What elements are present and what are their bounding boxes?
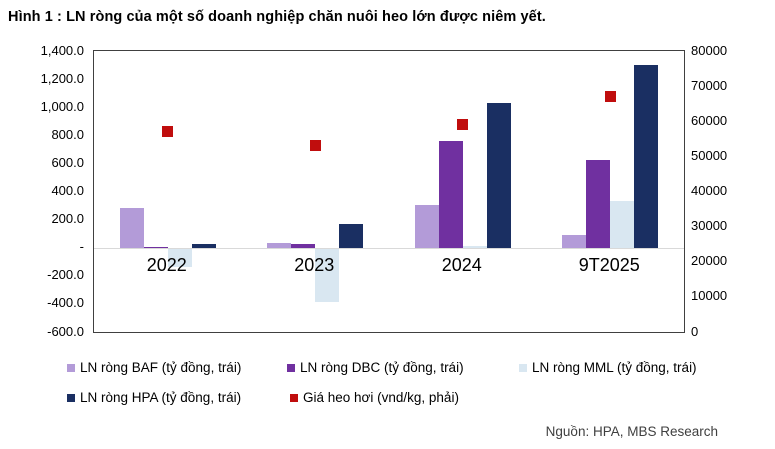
legend-item-hpa: LN ròng HPA (tỷ đồng, trái) <box>67 390 241 406</box>
plot-area <box>93 50 685 333</box>
bar-mml-9T2025 <box>610 201 635 248</box>
legend-item-mml: LN ròng MML (tỷ đồng, trái) <box>519 360 697 376</box>
legend-label-baf: LN ròng BAF (tỷ đồng, trái) <box>80 360 242 375</box>
left-axis-tick: -600.0 <box>47 323 84 339</box>
left-axis-tick: 600.0 <box>51 154 84 170</box>
left-axis-tick: 1,200.0 <box>40 70 84 86</box>
point-gia-heo-hoi-2024 <box>457 119 469 131</box>
legend-label-gia-heo-hoi: Giá heo hơi (vnd/kg, phải) <box>303 390 459 405</box>
bar-hpa-9T2025 <box>634 65 659 248</box>
bar-baf-9T2025 <box>562 235 587 248</box>
right-axis-tick: 80000 <box>691 42 728 58</box>
left-axis-tick: -200.0 <box>47 267 84 283</box>
bar-baf-2022 <box>119 208 144 248</box>
bar-dbc-2024 <box>438 140 463 248</box>
bar-mml-2023 <box>315 248 340 303</box>
right-axis: 80000 70000 60000 50000 40000 30000 20000 10000… <box>691 0 771 449</box>
legend-swatch-gia-heo-hoi <box>290 394 298 402</box>
legend-label-dbc: LN ròng DBC (tỷ đồng, trái) <box>300 360 464 375</box>
bar-hpa-2022 <box>191 244 216 248</box>
bar-hpa-2023 <box>339 223 364 248</box>
left-axis-tick: -400.0 <box>47 295 84 311</box>
left-axis: 1,400.0 1,200.0 1,000.0 800.0 600.0 400.0 200.… <box>0 0 84 449</box>
right-axis-tick: 60000 <box>691 112 728 128</box>
right-axis-tick: 20000 <box>691 253 728 269</box>
legend-swatch-dbc <box>287 364 295 372</box>
point-gia-heo-hoi-9T2025 <box>604 91 616 103</box>
left-axis-tick: 200.0 <box>51 211 84 227</box>
bar-baf-2024 <box>414 204 439 248</box>
legend-item-dbc: LN ròng DBC (tỷ đồng, trái) <box>287 360 464 376</box>
source-note: Nguồn: HPA, MBS Research <box>545 424 718 439</box>
zero-gridline <box>94 248 684 249</box>
right-axis-tick: 40000 <box>691 183 728 198</box>
right-axis-tick: 70000 <box>691 77 728 93</box>
x-axis-label-2024: 2024 <box>441 254 482 275</box>
bar-mml-2022 <box>167 248 192 267</box>
legend-swatch-hpa <box>67 394 75 402</box>
bar-baf-2023 <box>267 243 292 248</box>
right-axis-tick: 0 <box>691 323 699 339</box>
left-axis-tick: - <box>79 239 84 255</box>
bar-hpa-2024 <box>486 102 511 248</box>
bar-mml-2024 <box>462 245 487 248</box>
point-gia-heo-hoi-2022 <box>162 126 174 138</box>
bar-dbc-2023 <box>291 244 316 248</box>
legend-label-hpa: LN ròng HPA (tỷ đồng, trái) <box>80 390 242 405</box>
point-gia-heo-hoi-2023 <box>309 140 321 152</box>
x-axis-label-2023: 2023 <box>294 254 335 275</box>
left-axis-tick: 1,000.0 <box>40 98 84 114</box>
legend-label-mml: LN ròng MML (tỷ đồng, trái) <box>532 360 697 375</box>
right-axis-tick: 50000 <box>691 147 728 163</box>
legend-swatch-mml <box>519 364 527 372</box>
bar-dbc-9T2025 <box>586 159 611 248</box>
legend-item-gia-heo-hoi: Giá heo hơi (vnd/kg, phải) <box>290 390 459 406</box>
left-axis-tick: 1,400.0 <box>40 42 84 58</box>
legend-swatch-baf <box>67 364 75 372</box>
x-axis-label-2022: 2022 <box>146 254 187 275</box>
left-axis-tick: 800.0 <box>51 126 84 142</box>
legend-item-baf: LN ròng BAF (tỷ đồng, trái) <box>67 360 241 376</box>
x-axis-label-9T2025: 9T2025 <box>578 254 640 275</box>
right-axis-tick: 30000 <box>691 218 728 234</box>
right-axis-tick: 10000 <box>691 288 728 304</box>
figure-title: Hình 1 : LN ròng của một số doanh nghiệp… <box>8 9 546 25</box>
left-axis-tick: 400.0 <box>51 183 84 198</box>
bar-dbc-2022 <box>143 246 168 248</box>
